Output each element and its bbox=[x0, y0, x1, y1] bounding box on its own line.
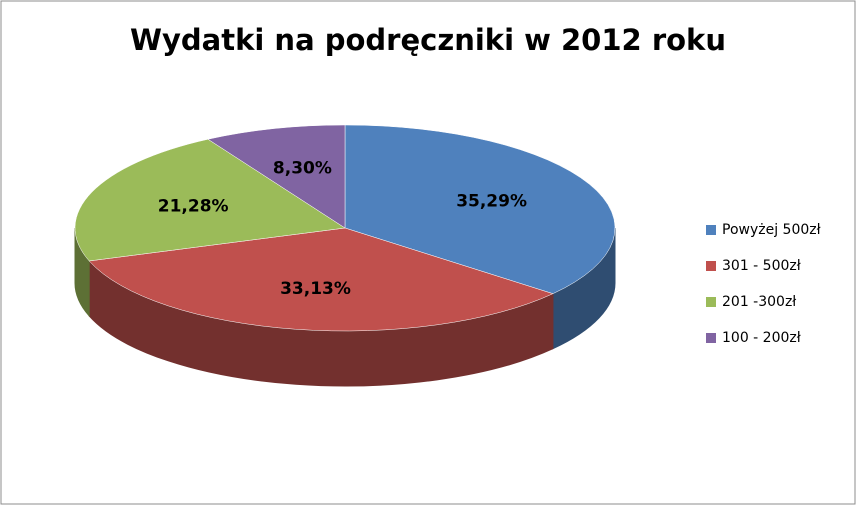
legend: Powyżej 500zł 301 - 500zł 201 -300zł 100 - … bbox=[706, 222, 821, 346]
legend-swatch bbox=[706, 261, 716, 271]
legend-label: 100 - 200zł bbox=[722, 330, 801, 346]
value-label: 33,13% bbox=[280, 279, 351, 299]
pie-tops bbox=[74, 124, 616, 332]
value-label: 35,29% bbox=[456, 192, 527, 212]
legend-label: 201 -300zł bbox=[722, 294, 796, 310]
legend-swatch bbox=[706, 333, 716, 343]
slice bbox=[88, 227, 554, 332]
legend-swatch bbox=[706, 225, 716, 235]
value-label: 8,30% bbox=[273, 158, 332, 178]
slice bbox=[344, 124, 616, 294]
legend-swatch bbox=[706, 297, 716, 307]
slice bbox=[207, 124, 346, 229]
legend-label: 301 - 500zł bbox=[722, 258, 801, 274]
legend-label: Powyżej 500zł bbox=[722, 222, 821, 238]
value-labels: 35,29% 33,13% 21,28% 8,30% bbox=[158, 158, 527, 298]
chart-title: Wydatki na podręczniki w 2012 roku bbox=[130, 23, 726, 57]
slice bbox=[74, 138, 346, 262]
value-label: 21,28% bbox=[158, 196, 229, 216]
